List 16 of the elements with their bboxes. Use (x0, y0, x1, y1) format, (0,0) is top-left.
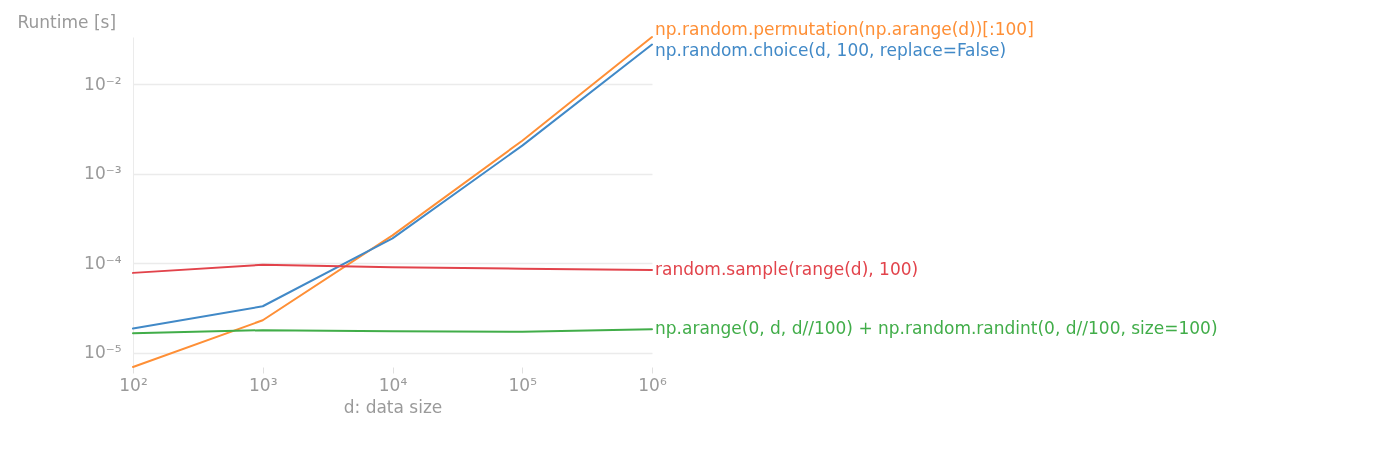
series-label: np.random.permutation(np.arange(d))[:100] (655, 19, 1034, 40)
y-tick-label: 10⁻⁴ (84, 252, 122, 273)
line-series (132, 263, 653, 274)
y-tick-label: 10⁻³ (84, 163, 122, 184)
x-tick-label: 10⁵ (508, 374, 537, 395)
x-tick-label: 10² (119, 374, 148, 395)
y-tick-label: 10⁻² (84, 74, 122, 94)
series-label: np.arange(0, d, d//100) + np.random.randint(0, d//100, size=100) (655, 318, 1218, 339)
series-label: np.random.choice(d, 100, replace=False) (655, 40, 1007, 61)
x-tick-label: 10⁶ (638, 374, 667, 395)
y-tick-label: 10⁻⁵ (84, 342, 122, 363)
x-tick-label: 10⁴ (378, 374, 408, 395)
x-tick-label: 10³ (249, 374, 278, 395)
y-axis-title: Runtime [s] (17, 11, 117, 32)
x-axis-title: d: data size (343, 396, 443, 417)
series-label: random.sample(range(d), 100) (655, 259, 919, 279)
